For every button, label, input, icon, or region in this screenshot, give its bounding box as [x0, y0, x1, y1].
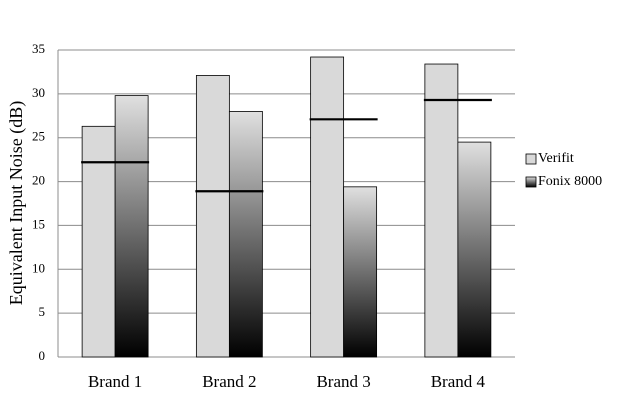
bar	[81, 125, 116, 358]
bar	[114, 95, 149, 358]
y-tick-label: 10	[32, 260, 45, 275]
legend-swatch	[525, 176, 537, 188]
bar	[343, 186, 378, 358]
x-tick-label: Brand 2	[202, 372, 256, 391]
bar	[457, 141, 492, 358]
legend-swatch	[525, 153, 537, 165]
x-tick-label: Brand 1	[88, 372, 142, 391]
bar	[228, 111, 263, 358]
x-tick-label: Brand 3	[316, 372, 370, 391]
y-tick-label: 35	[32, 41, 45, 56]
y-tick-label: 15	[32, 216, 45, 231]
y-tick-label: 5	[39, 304, 46, 319]
bar	[424, 63, 459, 358]
bar	[310, 56, 345, 358]
legend-label: Verifit	[538, 151, 574, 166]
y-tick-label: 20	[32, 173, 45, 188]
legend-label: Fonix 8000	[538, 174, 602, 189]
y-tick-label: 25	[32, 129, 45, 144]
y-tick-label: 30	[32, 85, 45, 100]
y-axis-label: Equivalent Input Noise (dB)	[6, 101, 27, 305]
bar	[195, 75, 230, 358]
x-tick-label: Brand 4	[431, 372, 486, 391]
y-tick-label: 0	[39, 348, 46, 363]
